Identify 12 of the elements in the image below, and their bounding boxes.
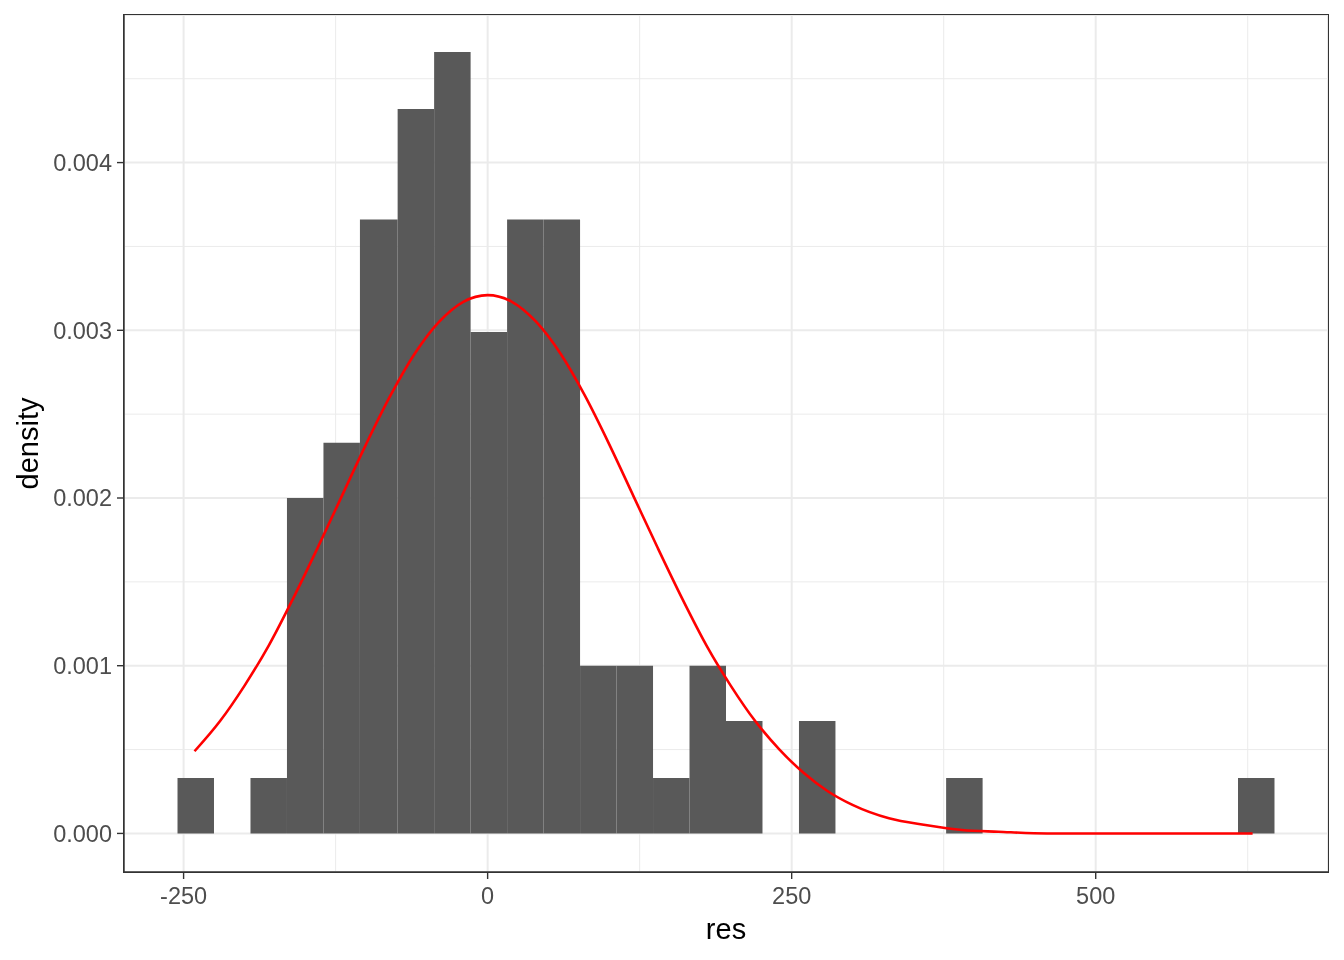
x-tick-label: 0 xyxy=(481,882,495,909)
y-tick-label: 0.001 xyxy=(53,653,112,680)
y-tick-label: 0.002 xyxy=(53,485,112,512)
x-axis-title: res xyxy=(705,913,747,945)
y-tick-label: 0.003 xyxy=(53,317,112,344)
line-series xyxy=(193,293,1254,835)
x-tick-label: 250 xyxy=(772,882,812,909)
y-tick-label: 0.004 xyxy=(53,149,112,176)
x-tick-label: -250 xyxy=(160,882,208,909)
y-tick-label: 0.000 xyxy=(53,820,112,847)
x-tick-label: 500 xyxy=(1076,882,1116,909)
y-axis-title: density xyxy=(12,397,44,490)
